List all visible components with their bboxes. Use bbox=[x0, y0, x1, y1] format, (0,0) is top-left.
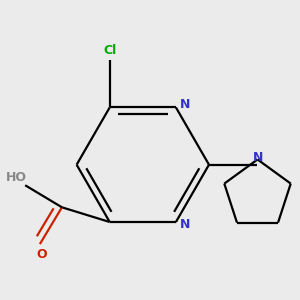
Text: N: N bbox=[180, 218, 190, 232]
Text: HO: HO bbox=[5, 171, 26, 184]
Text: N: N bbox=[253, 151, 263, 164]
Text: N: N bbox=[180, 98, 190, 111]
Text: Cl: Cl bbox=[103, 44, 116, 57]
Text: O: O bbox=[36, 248, 47, 260]
